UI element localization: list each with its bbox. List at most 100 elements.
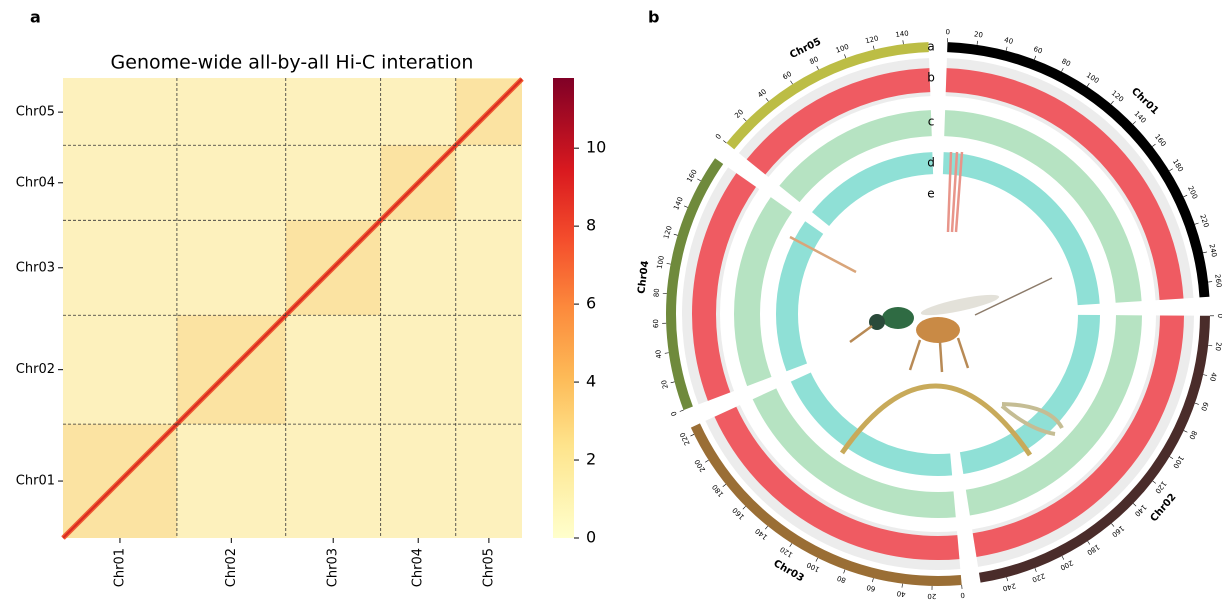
circos-tick-label: 0 <box>945 28 950 36</box>
circos-tick-label: 120 <box>779 545 795 559</box>
circos-tick-label: 260 <box>1213 274 1222 288</box>
circos-tick-label: 60 <box>1032 45 1043 56</box>
circos-tick <box>844 54 845 58</box>
circos-tick <box>873 46 874 50</box>
chromosome-name: Chr02 <box>1149 492 1179 524</box>
colorbar-tick-label: 4 <box>586 372 596 391</box>
circos-tick <box>723 484 726 487</box>
circos-tick-label: 80 <box>1060 57 1072 68</box>
x-tick-label: Chr03 <box>326 548 341 587</box>
colorbar-tick-label: 6 <box>586 294 596 313</box>
circos-tick-label: 120 <box>1110 89 1125 104</box>
insect-photo <box>850 278 1052 372</box>
track-label: e <box>927 187 934 201</box>
circos-tick <box>765 526 768 529</box>
circos-tick-label: 240 <box>1207 243 1218 258</box>
circos-tick <box>790 543 792 546</box>
colorbar-tick-label: 2 <box>586 450 596 469</box>
x-tick-label: Chr04 <box>411 548 426 587</box>
x-tick-label: Chr05 <box>481 548 496 587</box>
y-tick-label: Chr04 <box>16 175 55 190</box>
circos-tick <box>817 66 819 70</box>
circos-tick <box>1034 56 1035 60</box>
circos-tick-label: 140 <box>754 527 769 542</box>
circos-tick-label: 160 <box>685 168 699 184</box>
circos-tick-label: 200 <box>693 458 707 474</box>
circos-tick-label: 20 <box>973 30 983 39</box>
circos-tick-label: 0 <box>1216 314 1222 319</box>
circos-tick <box>1007 577 1008 581</box>
circos-tick <box>1195 223 1199 224</box>
circos-tick <box>1152 144 1155 146</box>
x-tick-label: Chr01 <box>112 548 127 587</box>
circos-tick <box>1184 195 1188 197</box>
circos-tick-label: 100 <box>1085 71 1101 85</box>
circos-tick-label: 180 <box>1171 158 1185 174</box>
circos-tick <box>1203 375 1207 376</box>
chromosome-name: Chr03 <box>771 558 805 584</box>
circos-tick-label: 240 <box>1002 581 1017 592</box>
circos-tick <box>743 118 746 121</box>
circos-tick <box>766 98 768 101</box>
track-label: a <box>927 40 934 54</box>
circos-tick-label: 120 <box>864 34 879 45</box>
circos-tick-label: 220 <box>1198 213 1210 228</box>
y-tick-label: Chr02 <box>16 362 55 377</box>
circos-tick-label: 40 <box>1003 36 1014 46</box>
circos-tick-label: 20 <box>733 108 745 120</box>
chromosome-name: Chr01 <box>1129 86 1161 117</box>
circos-tick <box>816 558 818 562</box>
circos-tick-label: 0 <box>960 591 965 599</box>
track-label: d <box>927 156 935 170</box>
circos-tick <box>684 206 688 208</box>
circos-tick <box>977 41 978 45</box>
circos-tick <box>1153 481 1156 483</box>
circos-tick <box>844 570 845 574</box>
circos-tick <box>665 353 669 354</box>
circos-tick <box>680 410 684 411</box>
circos-tick <box>1087 83 1089 86</box>
circos-tick <box>1203 252 1207 253</box>
circos-tick-label: 80 <box>836 574 847 585</box>
circos-tick <box>1133 121 1136 124</box>
circos-tick-label: 40 <box>756 88 768 100</box>
circos-tick-label: 60 <box>866 583 877 593</box>
circos-tick-label: 140 <box>672 196 685 211</box>
circos-tick <box>1169 169 1172 171</box>
circos-tick <box>1006 47 1007 51</box>
circos-tick <box>902 584 903 588</box>
circos-tick-label: 140 <box>895 29 909 39</box>
circos-tick-label: 100 <box>1171 454 1185 470</box>
circos-tick <box>1195 403 1199 404</box>
circos-tick-label: 80 <box>1187 429 1198 440</box>
circos-tick-label: 100 <box>656 255 666 270</box>
track-d <box>776 221 823 371</box>
circos-tick <box>723 141 726 144</box>
y-tick-label: Chr03 <box>16 260 55 275</box>
circos-tick <box>671 382 675 383</box>
circos-tick-label: 160 <box>1110 524 1125 539</box>
circos-tick-label: 0 <box>714 133 723 142</box>
figure: a b Genome-wide all-by-all Hi-C interati… <box>0 0 1222 600</box>
circos-tick-label: 60 <box>652 319 660 328</box>
colorbar-tick-label: 8 <box>586 216 596 235</box>
circos-tick-label: 200 <box>1186 185 1199 201</box>
circos-tick <box>1111 524 1114 527</box>
circos-tick <box>743 506 746 509</box>
circos-tick-label: 100 <box>835 43 850 55</box>
circos-tick-label: 220 <box>1031 571 1046 583</box>
chart-title: Genome-wide all-by-all Hi-C interation <box>111 52 474 74</box>
circos-tick-label: 0 <box>670 410 679 417</box>
circos-tick-label: 20 <box>927 592 936 600</box>
circos-tick-label: 100 <box>806 560 822 573</box>
panel-label: b <box>648 8 659 27</box>
circos-tick <box>790 81 792 84</box>
y-tick-label: Chr05 <box>16 105 55 120</box>
circos-tick <box>1062 556 1064 560</box>
circos-tick <box>1170 457 1173 459</box>
circos-tick-label: 160 <box>1153 133 1168 148</box>
circos-tick-label: 20 <box>660 379 670 390</box>
circos-tick <box>667 263 671 264</box>
circos-tick-label: 220 <box>679 431 692 447</box>
circos-tick <box>1184 431 1188 433</box>
